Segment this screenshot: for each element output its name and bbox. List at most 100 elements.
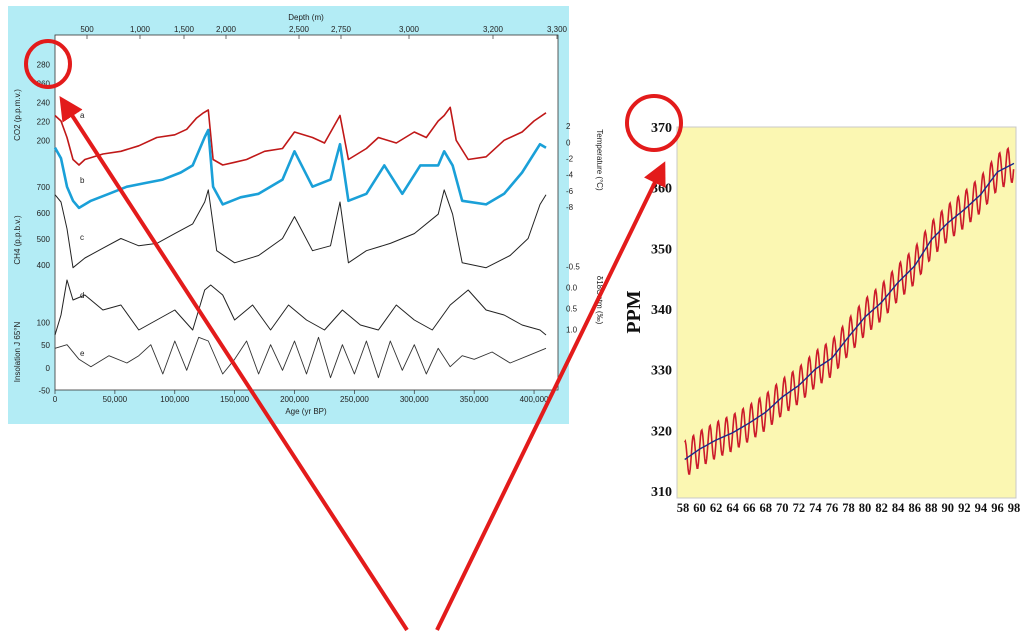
left-tick-label: 260 xyxy=(37,80,51,89)
ppm-y-tick-label: 350 xyxy=(651,242,672,257)
left-tick-label: 500 xyxy=(37,235,51,244)
age-tick-label: 150,000 xyxy=(220,395,249,404)
red-annotation-circle-left xyxy=(24,39,72,89)
left-tick-label: -50 xyxy=(38,386,50,395)
right-tick-label: 0.5 xyxy=(566,305,578,314)
ppm-x-tick-label: 90 xyxy=(942,501,955,515)
series-letter-b: b xyxy=(80,176,85,185)
ppm-y-tick-label: 330 xyxy=(651,364,672,379)
right-tick-label: 0 xyxy=(566,138,571,147)
co2-axis-ticks: 280 260 240 220 200 xyxy=(37,61,51,146)
age-tick-label: 350,000 xyxy=(460,395,489,404)
ppm-x-tick-label: 82 xyxy=(875,501,888,515)
left-tick-label: 50 xyxy=(41,341,50,350)
ch4-axis-ticks: 700 600 500 400 xyxy=(37,183,51,270)
depth-tick-label: 2,000 xyxy=(216,25,237,34)
temperature-axis-ticks: 2 0 -2 -4 -6 -8 xyxy=(566,122,574,212)
age-axis-title: Age (yr BP) xyxy=(285,407,327,416)
left-tick-label: 240 xyxy=(37,99,51,108)
ppm-plot-area xyxy=(676,126,1017,499)
ppm-x-tick-label: 98 xyxy=(1008,501,1021,515)
ppm-x-tick-label: 68 xyxy=(760,501,773,515)
vostok-series-group xyxy=(53,106,547,379)
left-tick-label: 600 xyxy=(37,209,51,218)
d18o-series-line xyxy=(54,279,547,336)
left-tick-label: 400 xyxy=(37,261,51,270)
co2-series-line xyxy=(54,106,547,166)
ppm-x-tick-label: 64 xyxy=(726,501,739,515)
series-letter-d: d xyxy=(80,291,84,300)
ppm-x-tick-label: 66 xyxy=(743,501,756,515)
ppm-x-tick-label: 72 xyxy=(793,501,806,515)
left-tick-label: 280 xyxy=(37,61,51,70)
red-annotation-circle-right xyxy=(625,94,683,152)
ppm-x-tick-label: 96 xyxy=(991,501,1004,515)
left-tick-label: 220 xyxy=(37,118,51,127)
right-tick-label: -2 xyxy=(566,154,574,163)
left-tick-label: 0 xyxy=(46,364,51,373)
insolation-series-line xyxy=(54,336,547,379)
left-tick-label: 200 xyxy=(37,137,51,146)
insolation-axis-title: Insolation J 65°N xyxy=(13,322,22,383)
co2-axis-title: CO2 (p.p.m.v.) xyxy=(13,89,22,141)
right-tick-label: -4 xyxy=(566,171,574,180)
age-tick-label: 0 xyxy=(53,395,58,404)
right-tick-label: -8 xyxy=(566,203,574,212)
depth-tick-label: 3,300 xyxy=(547,25,568,34)
depth-tick-label: 1,500 xyxy=(174,25,195,34)
ppm-trend-line xyxy=(684,162,1015,461)
ppm-x-tick-label: 92 xyxy=(958,501,971,515)
ppm-x-tick-label: 62 xyxy=(710,501,723,515)
depth-axis-ticks: 500 1,000 1,500 2,000 2,500 2,750 3,000 3,200 3,… xyxy=(80,25,568,39)
ppm-y-tick-label: 310 xyxy=(651,485,672,500)
depth-tick-label: 500 xyxy=(80,25,94,34)
ppm-x-tick-label: 58 xyxy=(677,501,690,515)
red-annotation-arrow-left xyxy=(59,95,409,632)
series-letter-c: c xyxy=(80,233,84,242)
red-annotation-arrow-right xyxy=(435,161,666,631)
series-letter-a: a xyxy=(80,111,85,120)
ppm-x-axis-ticks: 58 60 62 64 66 68 70 72 74 76 78 80 82 84 86 88 90 92 94 96… xyxy=(677,501,1021,515)
age-tick-label: 100,000 xyxy=(160,395,189,404)
age-tick-label: 200,000 xyxy=(280,395,309,404)
right-tick-label: -0.5 xyxy=(566,262,580,271)
ppm-y-tick-label: 320 xyxy=(651,424,672,439)
series-letter-e: e xyxy=(80,349,85,358)
ppm-y-tick-label: 340 xyxy=(651,303,672,318)
depth-axis-title: Depth (m) xyxy=(288,13,324,22)
annotations xyxy=(24,39,683,632)
left-tick-label: 700 xyxy=(37,183,51,192)
right-tick-label: 2 xyxy=(566,122,571,131)
ppm-x-tick-label: 88 xyxy=(925,501,938,515)
age-tick-label: 400,000 xyxy=(520,395,549,404)
age-tick-label: 250,000 xyxy=(340,395,369,404)
right-tick-label: 1.0 xyxy=(566,326,578,335)
ppm-x-tick-label: 70 xyxy=(776,501,789,515)
ppm-x-tick-label: 60 xyxy=(693,501,706,515)
vostok-plot-area xyxy=(54,34,559,391)
temperature-axis-title: Temperature (°C) xyxy=(595,129,604,191)
depth-tick-label: 2,500 xyxy=(289,25,310,34)
ppm-y-tick-label: 370 xyxy=(651,121,672,136)
ppm-x-tick-label: 74 xyxy=(809,501,822,515)
right-tick-label: 0.0 xyxy=(566,283,578,292)
ppm-x-tick-label: 76 xyxy=(826,501,839,515)
age-axis-ticks: 0 50,000 100,000 150,000 200,000 250,000 300,0… xyxy=(53,390,549,404)
depth-tick-label: 2,750 xyxy=(331,25,352,34)
d18o-axis-ticks: -0.5 0.0 0.5 1.0 xyxy=(566,262,580,334)
vostok-chart: Depth (m) 500 1,000 1,500 2,000 2,500 2,750 3,… xyxy=(8,6,604,424)
ch4-series-line xyxy=(54,189,547,269)
ppm-x-tick-label: 84 xyxy=(892,501,905,515)
ch4-axis-title: CH4 (p.p.b.v.) xyxy=(13,215,22,265)
ppm-x-tick-label: 78 xyxy=(842,501,855,515)
ppm-x-tick-label: 86 xyxy=(908,501,921,515)
depth-tick-label: 3,200 xyxy=(483,25,504,34)
ppm-x-tick-label: 80 xyxy=(859,501,872,515)
age-tick-label: 50,000 xyxy=(103,395,128,404)
ppm-axis-title: PPM xyxy=(623,290,645,333)
ppm-seasonal-line xyxy=(684,146,1015,475)
depth-tick-label: 3,000 xyxy=(399,25,420,34)
